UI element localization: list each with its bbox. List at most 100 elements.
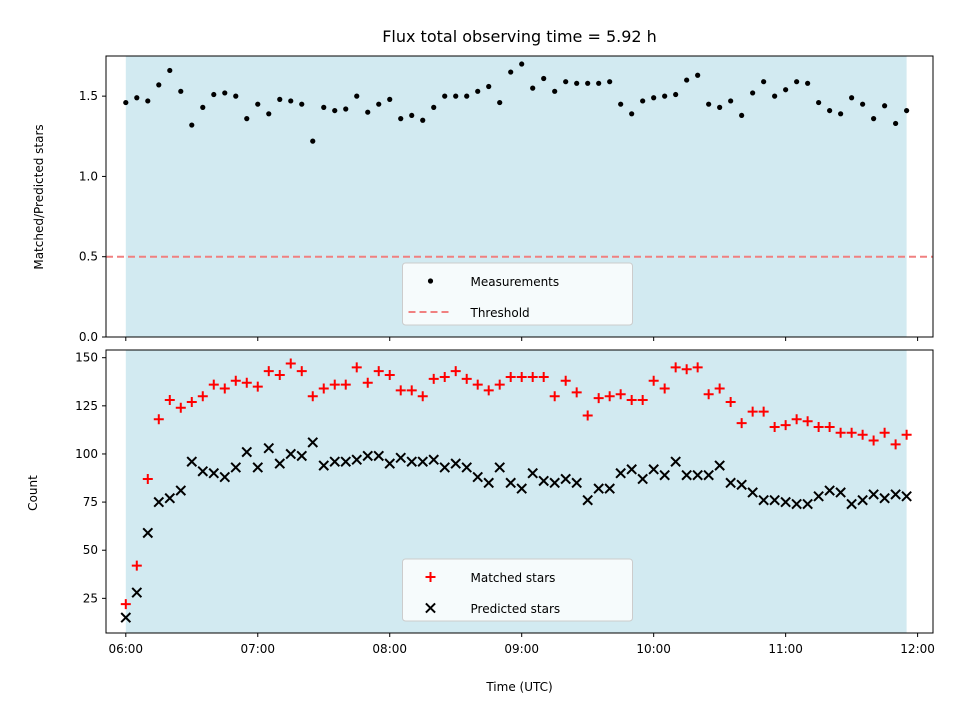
data-point bbox=[131, 560, 142, 571]
data-point bbox=[362, 450, 374, 462]
data-point bbox=[901, 491, 912, 502]
data-point bbox=[398, 116, 404, 122]
data-point bbox=[571, 477, 582, 489]
data-point bbox=[560, 473, 571, 485]
data-point bbox=[197, 465, 209, 477]
data-point bbox=[692, 469, 703, 481]
x-tick-label: 08:00 bbox=[372, 642, 407, 656]
data-point bbox=[142, 527, 154, 539]
data-point bbox=[725, 477, 736, 489]
legend: Measurements Threshold bbox=[402, 262, 633, 326]
chart-title: Flux total observing time = 5.92 h bbox=[382, 27, 657, 46]
data-point bbox=[329, 456, 341, 467]
data-point bbox=[255, 101, 261, 107]
panel-ratio: 0.0 0.5 1.0 1.5 Measurements Threshold bbox=[79, 55, 934, 344]
data-point bbox=[527, 467, 539, 479]
data-point bbox=[582, 494, 593, 506]
data-point bbox=[296, 366, 307, 377]
data-point bbox=[340, 456, 352, 467]
data-point bbox=[670, 362, 681, 373]
data-point bbox=[189, 122, 195, 128]
data-point bbox=[167, 67, 173, 74]
data-point bbox=[208, 379, 219, 390]
x-tick-label: 10:00 bbox=[636, 642, 671, 656]
legend-box bbox=[402, 558, 633, 622]
data-point bbox=[618, 101, 624, 107]
data-point bbox=[230, 375, 241, 386]
data-point bbox=[340, 379, 351, 390]
data-point bbox=[277, 96, 283, 102]
data-point bbox=[497, 99, 503, 106]
data-point bbox=[186, 396, 197, 407]
data-point bbox=[508, 69, 514, 75]
data-point bbox=[486, 83, 492, 90]
data-point bbox=[593, 483, 604, 494]
data-point bbox=[475, 88, 481, 94]
data-point bbox=[365, 109, 371, 115]
data-point bbox=[310, 138, 316, 144]
data-point bbox=[684, 77, 690, 83]
data-point bbox=[890, 439, 901, 450]
data-point bbox=[761, 79, 767, 85]
data-point bbox=[538, 371, 549, 382]
data-point bbox=[857, 429, 868, 440]
data-point bbox=[879, 427, 890, 438]
data-point bbox=[266, 111, 272, 117]
series-matched-stars bbox=[120, 358, 912, 610]
data-point bbox=[816, 99, 822, 106]
y-tick-label: 125 bbox=[75, 399, 98, 413]
data-point bbox=[472, 379, 483, 390]
data-point bbox=[882, 103, 888, 109]
data-point bbox=[464, 93, 470, 99]
data-point bbox=[706, 101, 712, 107]
data-point bbox=[156, 82, 162, 88]
data-point bbox=[428, 373, 439, 384]
data-point bbox=[670, 456, 681, 467]
data-point bbox=[376, 101, 382, 107]
plot-frame bbox=[105, 349, 934, 634]
data-point bbox=[890, 489, 901, 500]
y-tick-label: 0.5 bbox=[79, 250, 98, 264]
data-point bbox=[362, 377, 373, 388]
data-point bbox=[739, 112, 745, 119]
data-point bbox=[321, 104, 327, 110]
data-point bbox=[563, 79, 569, 85]
data-point bbox=[175, 402, 186, 413]
data-point bbox=[791, 498, 802, 510]
data-point bbox=[846, 498, 857, 510]
data-point bbox=[736, 479, 747, 491]
data-point bbox=[805, 80, 811, 86]
data-point bbox=[120, 612, 132, 623]
legend-box bbox=[402, 262, 633, 326]
data-point bbox=[780, 420, 791, 431]
data-point bbox=[252, 381, 263, 392]
data-point bbox=[417, 391, 428, 402]
data-point bbox=[527, 371, 538, 382]
data-point bbox=[296, 450, 308, 462]
data-point bbox=[131, 587, 143, 598]
legend: Matched stars Predicted stars bbox=[402, 558, 633, 622]
data-point bbox=[494, 379, 505, 390]
legend-marker-predicted bbox=[425, 602, 436, 614]
data-point bbox=[549, 391, 560, 402]
y-tick-label: 50 bbox=[83, 543, 98, 557]
data-point bbox=[783, 87, 789, 93]
data-point bbox=[120, 599, 131, 610]
legend-label: Threshold bbox=[470, 306, 530, 320]
data-point bbox=[439, 462, 451, 473]
data-point bbox=[593, 393, 604, 404]
data-point bbox=[662, 93, 668, 99]
data-point bbox=[263, 442, 275, 454]
data-point bbox=[747, 406, 758, 417]
data-point bbox=[659, 383, 670, 394]
data-point bbox=[274, 370, 285, 381]
data-point bbox=[461, 373, 472, 384]
data-point bbox=[604, 483, 615, 494]
y-tick-label: 100 bbox=[75, 447, 98, 461]
data-point bbox=[263, 366, 274, 377]
data-point bbox=[626, 395, 637, 406]
data-point bbox=[813, 422, 824, 433]
data-point bbox=[406, 456, 418, 467]
data-point bbox=[648, 464, 659, 475]
data-point bbox=[219, 471, 231, 483]
